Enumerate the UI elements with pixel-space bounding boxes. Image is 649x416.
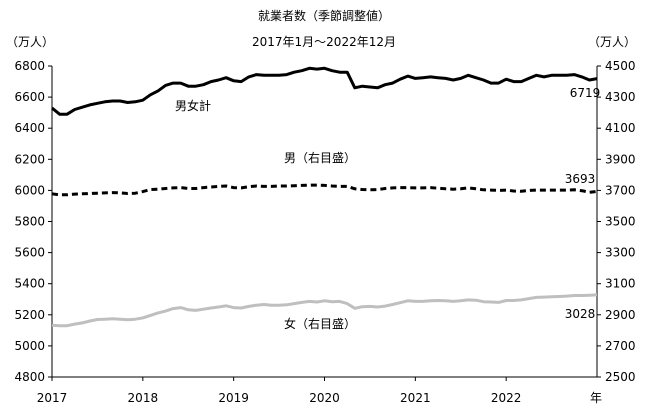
- series-end-value-label: 3693: [565, 172, 596, 186]
- x-tick-label: 2018: [128, 391, 159, 405]
- right-axis-unit: （万人）: [588, 35, 636, 49]
- left-tick-label: 6400: [14, 121, 45, 135]
- chart-subtitle: 2017年1月～2022年12月: [252, 35, 396, 49]
- right-tick-label: 2900: [605, 308, 636, 322]
- series-end-value-label: 3028: [565, 307, 596, 321]
- series-line-0: [51, 66, 598, 116]
- right-tick-label: 3500: [605, 215, 636, 229]
- right-tick-label: 3700: [605, 183, 636, 197]
- left-tick-label: 5000: [14, 339, 45, 353]
- series-line-1: [51, 183, 598, 197]
- right-tick-label: 2500: [605, 370, 636, 384]
- x-tick-label: 2017: [37, 391, 68, 405]
- left-tick-label: 5600: [14, 246, 45, 260]
- series-labels: 男女計 6719 男（右目盛） 3693 女（右目盛） 3028: [175, 86, 600, 331]
- left-tick-label: 6800: [14, 59, 45, 73]
- left-tick-label: 6600: [14, 90, 45, 104]
- right-tick-label: 3100: [605, 277, 636, 291]
- series-name-label: 女（右目盛）: [284, 316, 356, 331]
- axis-ticks: 4800 5000 5200 5400 5600 5800 6000 6200 6400 6600…: [14, 59, 635, 405]
- series-group: [51, 66, 598, 328]
- series-line-2: [51, 293, 598, 328]
- right-tick-label: 4300: [605, 90, 636, 104]
- left-tick-label: 5800: [14, 215, 45, 229]
- x-tick-label: 2019: [218, 391, 249, 405]
- x-tick-label: 2021: [400, 391, 431, 405]
- left-tick-label: 6200: [14, 152, 45, 166]
- series-end-value-label: 6719: [570, 86, 601, 100]
- series-name-label: 男（右目盛）: [284, 150, 356, 165]
- right-tick-label: 4500: [605, 59, 636, 73]
- x-axis-unit: 年: [590, 391, 602, 405]
- chart-title: 就業者数（季節調整値）: [258, 8, 390, 23]
- left-tick-label: 4800: [14, 370, 45, 384]
- right-tick-label: 3300: [605, 246, 636, 260]
- right-tick-label: 2700: [605, 339, 636, 353]
- left-tick-label: 6000: [14, 183, 45, 197]
- right-tick-label: 3900: [605, 152, 636, 166]
- series-name-label: 男女計: [175, 98, 211, 113]
- left-axis-unit: （万人）: [6, 35, 54, 49]
- x-tick-label: 2020: [309, 391, 340, 405]
- x-tick-label: 2022: [491, 391, 522, 405]
- left-tick-label: 5400: [14, 277, 45, 291]
- right-tick-label: 4100: [605, 121, 636, 135]
- left-tick-label: 5200: [14, 308, 45, 322]
